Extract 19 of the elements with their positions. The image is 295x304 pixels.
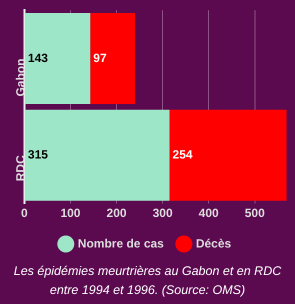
x-tick-label: 0 <box>21 206 28 220</box>
x-tick-label: 400 <box>198 206 220 220</box>
bar <box>170 110 287 201</box>
x-tick-label: 300 <box>152 206 173 220</box>
text: Les épidémies meurtrières au Gabon et en RDC entre 1994 et 1996. (Source: OMS) <box>12 263 282 299</box>
data-label: 315 <box>28 148 48 162</box>
data-label: 97 <box>93 50 107 65</box>
x-tick-label: 200 <box>106 206 127 220</box>
bar <box>24 13 90 104</box>
x-tick-label: 100 <box>60 206 81 220</box>
y-tick-label: RDC <box>14 154 28 182</box>
bar <box>90 13 135 104</box>
data-label: 254 <box>172 148 193 162</box>
data-label: 143 <box>28 50 48 65</box>
y-tick-label: Gabon <box>14 58 28 97</box>
legend-label: Nombre de cas <box>78 236 164 250</box>
legend-label: Décès <box>196 236 232 250</box>
bar <box>24 110 170 201</box>
x-tick-label: 500 <box>244 206 266 220</box>
